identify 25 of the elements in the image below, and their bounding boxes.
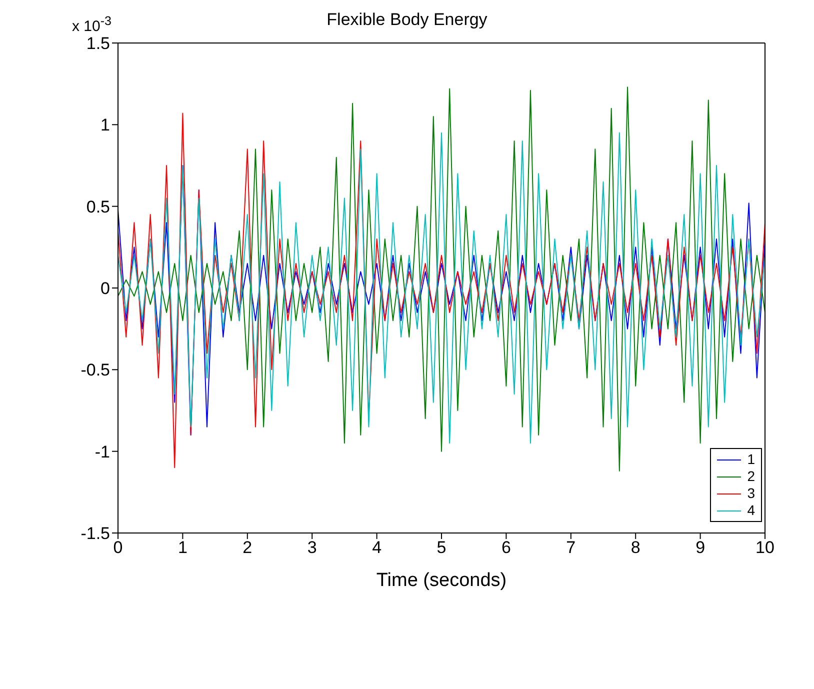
x-tick-label: 2	[242, 538, 252, 558]
legend-label: 3	[747, 485, 755, 502]
x-tick-label: 7	[566, 538, 576, 558]
x-tick-label: 5	[436, 538, 446, 558]
x-tick-label: 4	[372, 538, 382, 558]
text: x 10$^{-3}$	[72, 14, 112, 35]
chart-title: Flexible Body Energy	[326, 10, 488, 29]
y-tick-label: -0.5	[80, 360, 110, 380]
y-tick-label: 1	[100, 116, 110, 135]
x-tick-label: 8	[630, 538, 640, 558]
legend-label: 4	[747, 502, 755, 519]
x-tick-label: 6	[501, 538, 511, 558]
x-axis-title: Time (seconds)	[376, 570, 507, 591]
x-tick-label: 3	[307, 538, 317, 558]
y-tick-label: 0	[100, 279, 110, 298]
y-tick-label: -1.5	[80, 524, 110, 544]
legend-label: 2	[747, 468, 755, 485]
y-tick-label: 0.5	[86, 197, 110, 216]
x-tick-label: 9	[696, 538, 706, 558]
x-tick-label: 1	[178, 538, 188, 558]
y-tick-label: -1	[94, 442, 110, 462]
legend-label: 1	[747, 451, 755, 468]
x-tick-label: 0	[113, 538, 123, 558]
x-tick-label: 10	[756, 538, 774, 558]
y-tick-label: 1.5	[86, 34, 110, 54]
